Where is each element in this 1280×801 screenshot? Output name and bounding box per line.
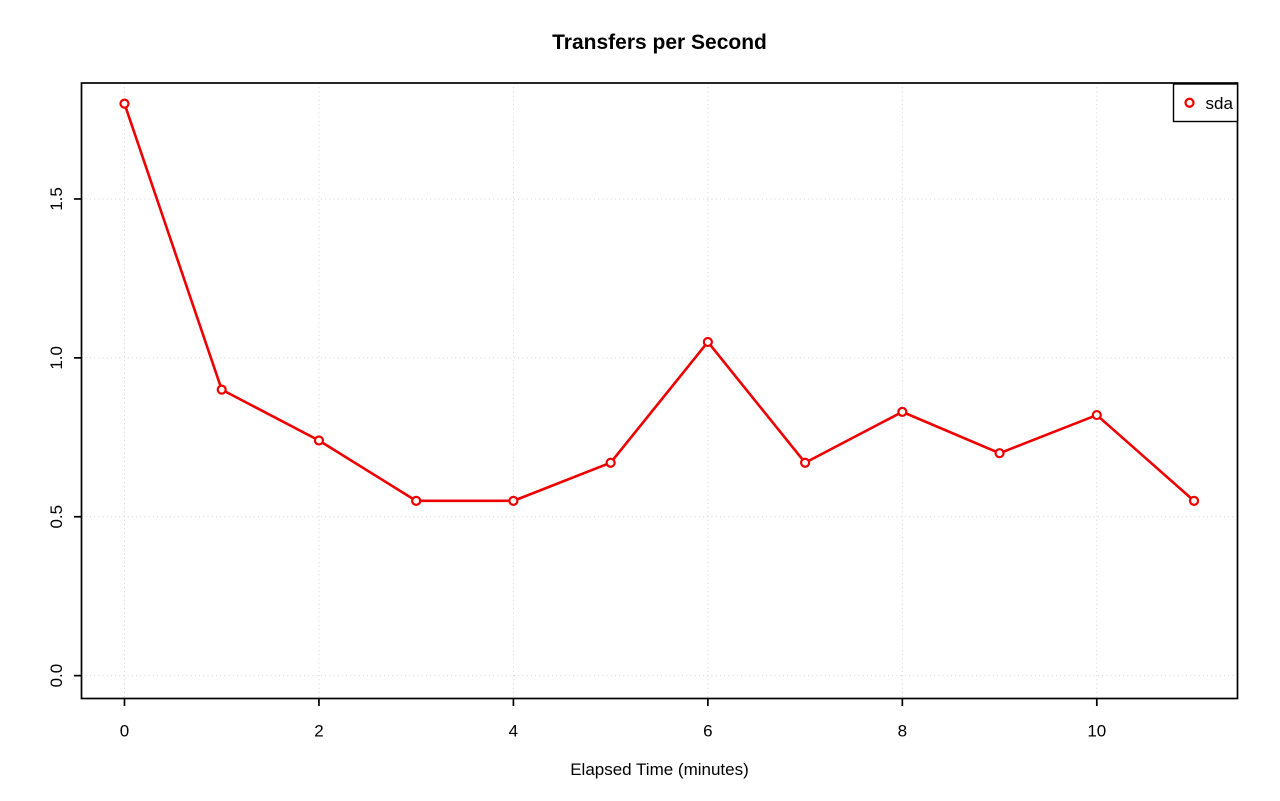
data-point [313,435,325,446]
legend-box [1172,83,1239,123]
plot-border [80,82,1239,700]
data-point [119,98,130,109]
x-tick-label: 0 [120,722,129,741]
x-tick-label: 4 [509,722,518,741]
data-point [897,406,908,417]
x-tick-label: 2 [314,722,323,741]
y-tick-label: 0.0 [47,664,66,688]
y-tick-label: 1.0 [47,346,66,370]
legend-label: sda [1206,94,1234,113]
x-tick-label: 8 [898,722,907,741]
x-tick-label: 10 [1087,722,1106,741]
chart-title: Transfers per Second [552,31,767,54]
legend-marker-icon [1184,97,1195,108]
data-point [605,457,616,468]
x-tick-label: 6 [703,722,712,741]
data-point [216,384,227,395]
series-line [123,102,1196,503]
data-point [702,336,713,348]
data-point [1091,409,1102,421]
data-point [994,448,1005,459]
y-tick-label: 1.5 [47,187,66,211]
data-point [411,495,422,506]
data-point [800,457,811,468]
data-point [1188,495,1200,506]
x-axis-label: Elapsed Time (minutes) [570,760,749,779]
data-point [508,495,519,506]
y-tick-label: 0.5 [47,505,66,529]
